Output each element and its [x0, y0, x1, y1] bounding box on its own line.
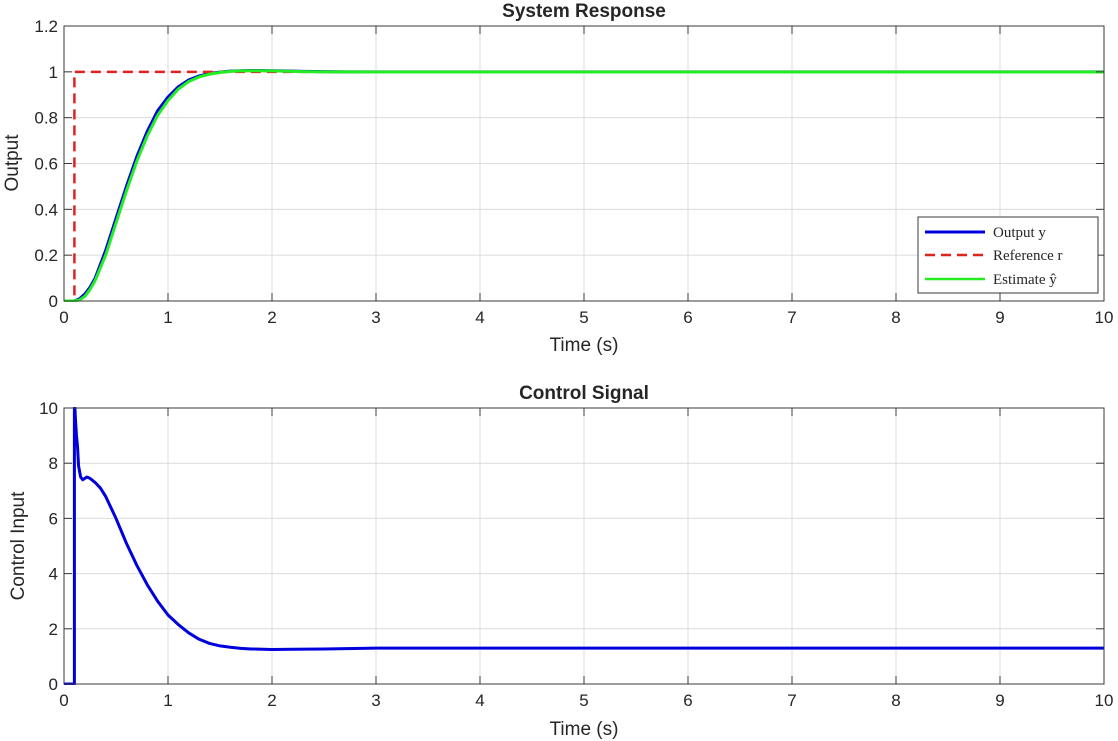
system-response-xtick-label: 7: [787, 308, 796, 327]
system-response-xtick-label: 6: [683, 308, 692, 327]
system-response-ytick-label: 0.6: [34, 155, 58, 174]
system-response-xlabel: Time (s): [550, 335, 619, 356]
control-signal-title: Control Signal: [519, 383, 649, 404]
control-signal-ytick-label: 6: [49, 509, 58, 528]
control-signal-xtick-label: 1: [163, 691, 172, 710]
control-signal-ytick-label: 10: [39, 399, 58, 418]
control-signal-ytick-label: 8: [49, 454, 58, 473]
system-response-xtick-label: 8: [891, 308, 900, 327]
system-response-ytick-label: 0.2: [34, 246, 58, 265]
system-response-xtick-label: 1: [163, 308, 172, 327]
system-response-ytick-label: 0.4: [34, 200, 58, 219]
legend-label-reference-r: Reference r: [993, 248, 1063, 264]
system-response-xtick-label: 0: [59, 308, 68, 327]
control-signal-xtick-label: 5: [579, 691, 588, 710]
control-signal-ylabel: Control Input: [8, 491, 29, 601]
control-signal-ticks: 0 1 2 3 4 5 6 7 8 9 10 0 2 4 6 8 10: [39, 399, 1113, 710]
system-response-ticks: 0 1 2 3 4 5 6 7 8 9 10 0 0.2 0.4 0.6 0.8 1 1.2: [34, 17, 1113, 327]
control-signal-xtick-label: 7: [787, 691, 796, 710]
system-response-ytick-label: 1: [49, 63, 58, 82]
control-signal-grid: [63, 407, 1105, 685]
control-signal-xtick-label: 2: [267, 691, 276, 710]
control-signal-xlabel: Time (s): [550, 719, 619, 740]
control-signal-xtick-label: 8: [891, 691, 900, 710]
control-signal-axes: Control Signal Control Input Time (s) 0 1…: [8, 383, 1113, 740]
system-response-xtick-label: 4: [475, 308, 484, 327]
control-signal-ytick-label: 4: [49, 565, 58, 584]
system-response-ytick-label: 0.8: [34, 109, 58, 128]
legend-label-output-y: Output y: [993, 225, 1046, 241]
system-response-ylabel: Output: [2, 134, 23, 192]
system-response-xtick-label: 3: [371, 308, 380, 327]
system-response-title: System Response: [502, 1, 666, 22]
system-response-ytick-label: 1.2: [34, 17, 58, 36]
system-response-ytick-label: 0: [49, 292, 58, 311]
control-signal-series: [64, 407, 1104, 685]
control-signal-series-control-input-line: [64, 407, 1104, 685]
legend-label-estimate: Estimate ŷ: [993, 272, 1057, 288]
control-signal-ytick-label: 2: [49, 620, 58, 639]
control-signal-xtick-label: 4: [475, 691, 484, 710]
control-signal-xtick-label: 3: [371, 691, 380, 710]
control-signal-ytick-label: 0: [49, 675, 58, 694]
system-response-xtick-label: 10: [1095, 308, 1114, 327]
control-signal-xtick-label: 9: [995, 691, 1004, 710]
system-response-xtick-label: 9: [995, 308, 1004, 327]
control-signal-xtick-label: 0: [59, 691, 68, 710]
control-signal-xtick-label: 6: [683, 691, 692, 710]
system-response-xtick-label: 2: [267, 308, 276, 327]
system-response-xtick-label: 5: [579, 308, 588, 327]
control-signal-xtick-label: 10: [1095, 691, 1114, 710]
system-response-axes: System Response Output Time (s) 0 1 2 3 4 5 6 7…: [2, 1, 1113, 356]
legend: Output y Reference r Estimate ŷ: [917, 216, 1099, 294]
system-response-series-estimate-line: [64, 69, 1104, 302]
